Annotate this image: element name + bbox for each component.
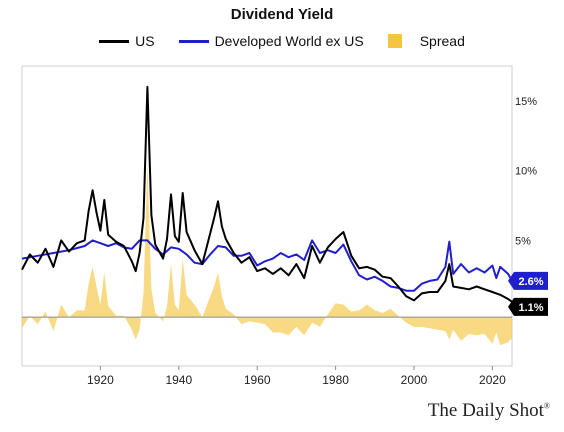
x-tick-label: 1920 bbox=[87, 373, 114, 387]
legend-label-spread: Spread bbox=[419, 33, 465, 49]
legend-label-developed: Developed World ex US bbox=[214, 33, 364, 49]
series-spread-area bbox=[22, 163, 512, 346]
legend-swatch-developed bbox=[178, 39, 209, 43]
plot-area: 19201940196019802000202015%10%5%0%2.6%1.… bbox=[21, 65, 548, 387]
x-tick-label: 2000 bbox=[401, 373, 428, 387]
legend-item-us: US bbox=[99, 33, 155, 49]
x-tick-label: 2020 bbox=[479, 373, 506, 387]
legend-label-us: US bbox=[135, 33, 155, 49]
chart-title: Dividend Yield bbox=[230, 6, 334, 23]
end-label-developed: 2.6% bbox=[518, 276, 543, 288]
legend-swatch-spread bbox=[387, 34, 402, 48]
registered-mark: ® bbox=[543, 401, 550, 411]
legend-item-developed: Developed World ex US bbox=[178, 33, 364, 49]
credit-logo: The Daily Shot® bbox=[428, 400, 550, 422]
plot-frame bbox=[21, 65, 513, 367]
y-tick-label: 5% bbox=[515, 235, 531, 247]
end-badge-us bbox=[508, 297, 548, 316]
series-developed-line bbox=[21, 239, 513, 292]
series-us-line bbox=[21, 85, 513, 303]
x-tick-label: 1980 bbox=[322, 373, 349, 387]
y-tick-label: 15% bbox=[515, 96, 537, 108]
credit-text: The Daily Shot bbox=[427, 400, 544, 421]
x-tick-label: 1960 bbox=[244, 373, 271, 387]
legend-item-spread: Spread bbox=[387, 33, 465, 49]
x-tick-label: 1940 bbox=[165, 373, 192, 387]
legend-swatch-us bbox=[99, 39, 130, 43]
end-label-us: 1.1% bbox=[518, 302, 543, 314]
y-tick-label: 10% bbox=[515, 166, 537, 178]
end-badge-developed bbox=[508, 271, 548, 290]
legend: US Developed World ex US Spread bbox=[0, 33, 564, 49]
